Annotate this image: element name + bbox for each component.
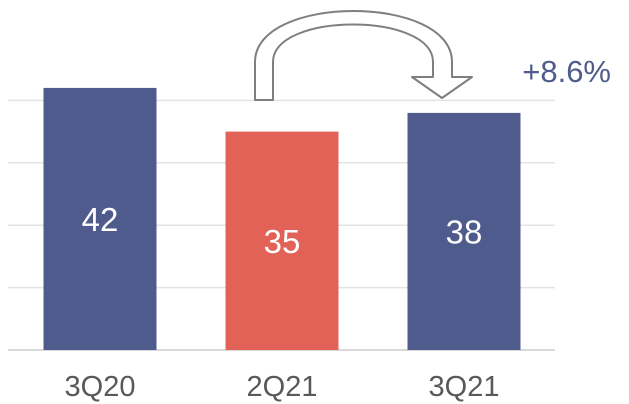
data-label-3q20: 42 [82,201,119,238]
change-annotation: +8.6% [254,10,611,101]
curved-arrow-icon [254,10,473,101]
data-label-2q21: 35 [264,223,301,260]
data-labels: 42 35 38 [82,201,483,260]
change-label: +8.6% [522,54,611,89]
x-tick-label-2q21: 2Q21 [247,371,318,403]
bar-3q21 [407,112,521,350]
bar-3q20 [43,87,157,351]
x-tick-label-3q21: 3Q21 [429,371,500,403]
data-label-3q21: 38 [446,213,483,250]
bars [43,87,521,351]
bar-2q21 [225,131,339,350]
x-axis-tick-labels: 3Q20 2Q21 3Q21 [65,371,500,403]
x-tick-label-3q20: 3Q20 [65,371,136,403]
